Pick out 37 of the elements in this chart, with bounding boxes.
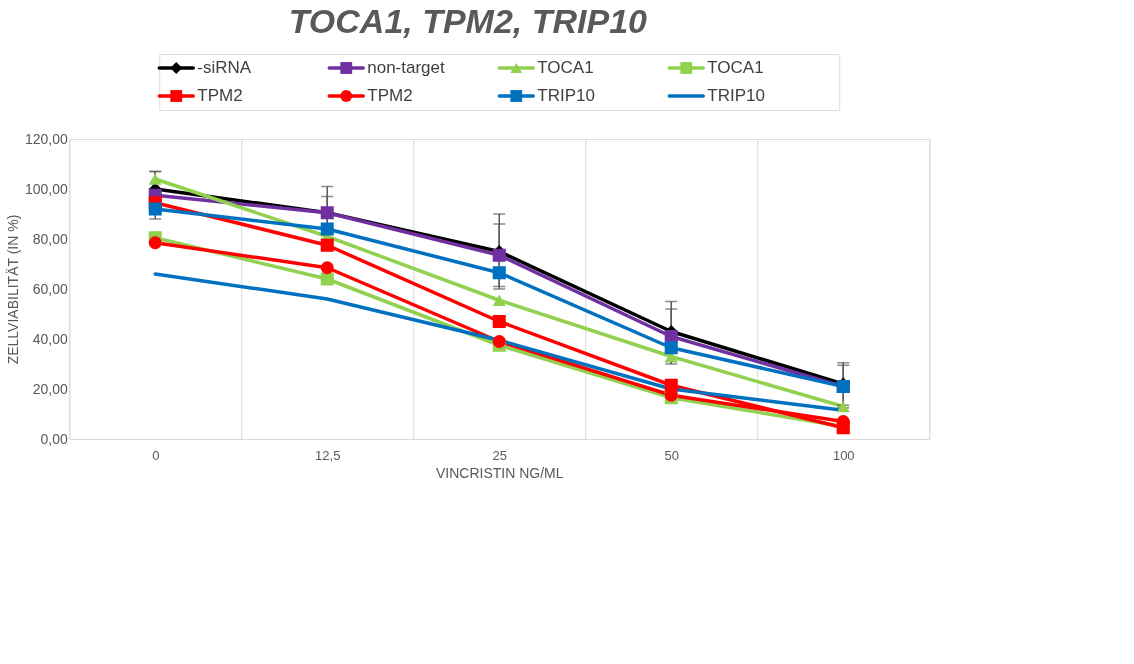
point bbox=[492, 266, 506, 280]
point bbox=[664, 341, 678, 355]
point bbox=[492, 294, 506, 306]
y-tick-label: 40,00 bbox=[32, 330, 68, 347]
legend-label: non-target bbox=[367, 58, 446, 77]
point bbox=[320, 238, 334, 252]
legend-label: TRIP10 bbox=[537, 86, 595, 105]
point bbox=[492, 314, 506, 329]
legend-label: TPM2 bbox=[197, 86, 243, 105]
x-tick-label: 100 bbox=[832, 447, 855, 463]
legend-label: TOCA1 bbox=[707, 58, 764, 77]
x-tick-label: 25 bbox=[492, 447, 507, 463]
x-axis-title: VINCRISTIN NG/ML bbox=[435, 464, 564, 481]
point bbox=[148, 202, 162, 216]
point bbox=[492, 248, 506, 262]
point bbox=[836, 400, 850, 413]
y-tick-label: 120,00 bbox=[24, 130, 68, 147]
point bbox=[320, 272, 334, 286]
legend-label: TPM2 bbox=[367, 86, 413, 105]
x-tick-label: 12,5 bbox=[315, 447, 341, 463]
point bbox=[320, 222, 334, 236]
x-tick-label: 50 bbox=[664, 447, 679, 463]
y-tick-label: 80,00 bbox=[32, 230, 68, 247]
point bbox=[320, 261, 334, 275]
y-tick-label: 100,00 bbox=[24, 180, 68, 197]
legend-label: TOCA1 bbox=[537, 58, 594, 77]
legend-label: -siRNA bbox=[197, 58, 252, 77]
y-tick-label: 0,00 bbox=[40, 430, 68, 447]
y-axis-title: ZELLVIABILITÄT (IN %) bbox=[4, 214, 21, 365]
chart-title: TOCA1, TPM2, TRIP10 bbox=[288, 1, 648, 40]
y-tick-label: 20,00 bbox=[32, 380, 68, 397]
x-tick-label: 0 bbox=[152, 447, 160, 463]
point bbox=[492, 334, 506, 349]
point bbox=[148, 173, 162, 185]
legend-label: TRIP10 bbox=[707, 86, 765, 105]
y-tick-label: 60,00 bbox=[32, 280, 68, 297]
point bbox=[148, 236, 162, 250]
